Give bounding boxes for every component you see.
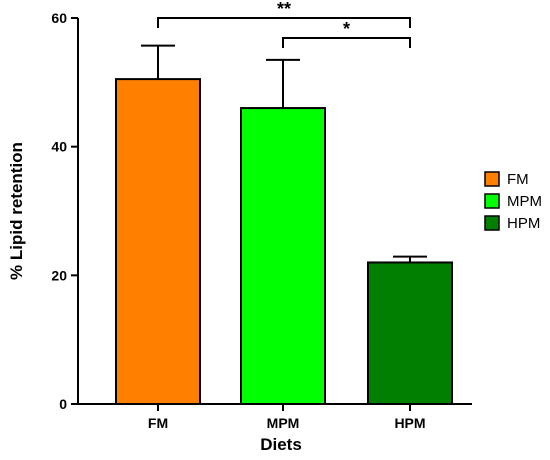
legend-label-fm: FM xyxy=(507,171,529,188)
y-tick-label: 40 xyxy=(51,139,67,155)
significance-label: ** xyxy=(277,0,291,19)
y-axis-title: % Lipid retention xyxy=(7,142,26,280)
significance-label: * xyxy=(343,19,350,39)
x-axis-title: Diets xyxy=(260,435,302,454)
significance-brackets: *** xyxy=(157,0,411,48)
bars xyxy=(115,78,453,406)
significance-bracket xyxy=(282,37,411,48)
y-tick-label: 20 xyxy=(51,267,67,283)
bar-fm xyxy=(115,78,201,405)
y-axis: 0 20 40 60 xyxy=(51,10,79,412)
error-bars xyxy=(141,44,427,263)
y-tick-label: 60 xyxy=(51,10,67,26)
x-tick-label-fm: FM xyxy=(148,415,168,431)
significance-bracket xyxy=(157,17,411,28)
legend: FM MPM HPM xyxy=(484,171,542,232)
x-axis: FM MPM HPM xyxy=(78,403,472,431)
legend-swatch-mpm xyxy=(484,193,500,209)
x-tick-label-mpm: MPM xyxy=(267,415,300,431)
bar-mpm xyxy=(240,107,326,405)
bar-hpm xyxy=(367,261,453,406)
legend-swatch-fm xyxy=(484,171,500,187)
legend-label-hpm: HPM xyxy=(507,215,540,232)
legend-label-mpm: MPM xyxy=(507,193,542,210)
y-tick-label: 0 xyxy=(59,396,67,412)
x-tick-label-hpm: HPM xyxy=(394,415,425,431)
legend-swatch-hpm xyxy=(484,215,500,231)
